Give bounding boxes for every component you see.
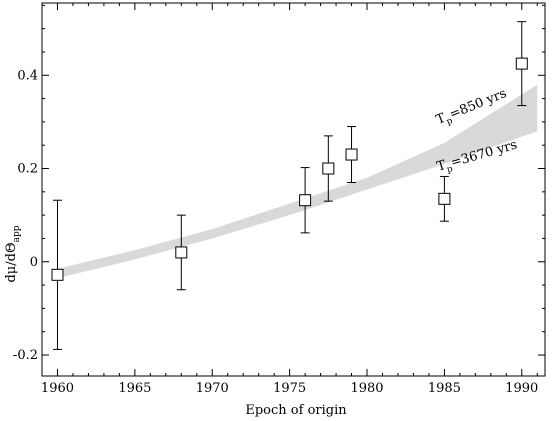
y-tick-label: 0.2 (17, 162, 38, 177)
x-tick-label: 1970 (196, 381, 229, 396)
data-point (322, 135, 335, 202)
x-axis-label: Epoch of origin (245, 403, 347, 418)
data-point (175, 214, 188, 291)
model-band (57, 84, 538, 279)
x-tick-label: 1980 (350, 381, 383, 396)
data-point (299, 167, 312, 234)
x-tick-label: 1960 (41, 381, 74, 396)
y-tick-label: -0.2 (13, 348, 38, 363)
svg-text:dμ/dΘapp: dμ/dΘapp (4, 225, 22, 282)
data-points-layer (51, 21, 528, 350)
model-band-layer (57, 84, 538, 279)
x-tick-label: 1975 (273, 381, 306, 396)
point-marker-square (438, 192, 451, 205)
y-axis-label-subscript: app (12, 225, 22, 242)
data-point (438, 175, 451, 222)
data-point (345, 126, 358, 184)
y-axis-label: dμ/dΘ (4, 242, 19, 282)
y-tick-label: 0.4 (17, 68, 38, 83)
x-tick-label: 1990 (505, 381, 538, 396)
point-marker-square (175, 246, 188, 259)
point-marker-square (51, 268, 64, 281)
annotation-subscript: p (446, 164, 455, 175)
data-point (51, 199, 64, 350)
data-point (515, 21, 528, 107)
plot-frame (41, 2, 546, 377)
point-marker-square (322, 162, 335, 175)
x-tick-label: 1985 (428, 381, 461, 396)
x-tick-label: 1965 (118, 381, 151, 396)
y-axis-label-group: dμ/dΘapp (4, 225, 22, 282)
annotation-subscript: p (445, 116, 454, 128)
point-marker-square (515, 57, 528, 70)
axes-layer: 1960 1965 1970 1975 1980 1985 1990 -0.2 0 0.2 0.4 (13, 2, 546, 396)
point-marker-square (299, 194, 312, 207)
y-tick-label: 0 (30, 255, 38, 270)
point-marker-square (345, 148, 358, 161)
